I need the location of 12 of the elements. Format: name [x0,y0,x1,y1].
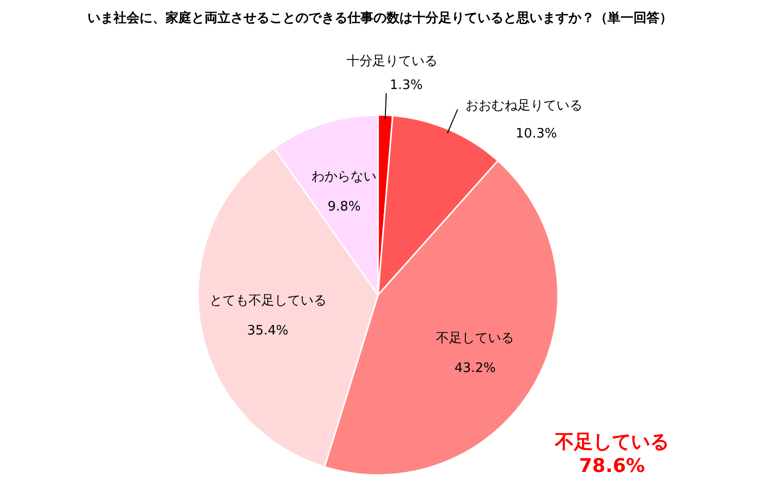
data-label: 1.3% [390,78,423,94]
data-label: 35.4% [247,323,288,338]
chart-title: いま社会に、家庭と両立させることのできる仕事の数は十分足りていると思いますか？（単一回答） [88,10,672,26]
slice-label: おおむね足りている [466,98,583,114]
data-label: 9.8% [328,200,361,215]
slice-label: 不足している [436,330,514,346]
data-label: 10.3% [516,126,557,142]
data-label: 43.2% [454,360,496,376]
slice-label: わからない [312,170,377,185]
text: 不足している 78.6% [554,431,669,477]
slice-label: 十分足りている [346,54,438,70]
slice-label: とても不足している [209,293,326,308]
